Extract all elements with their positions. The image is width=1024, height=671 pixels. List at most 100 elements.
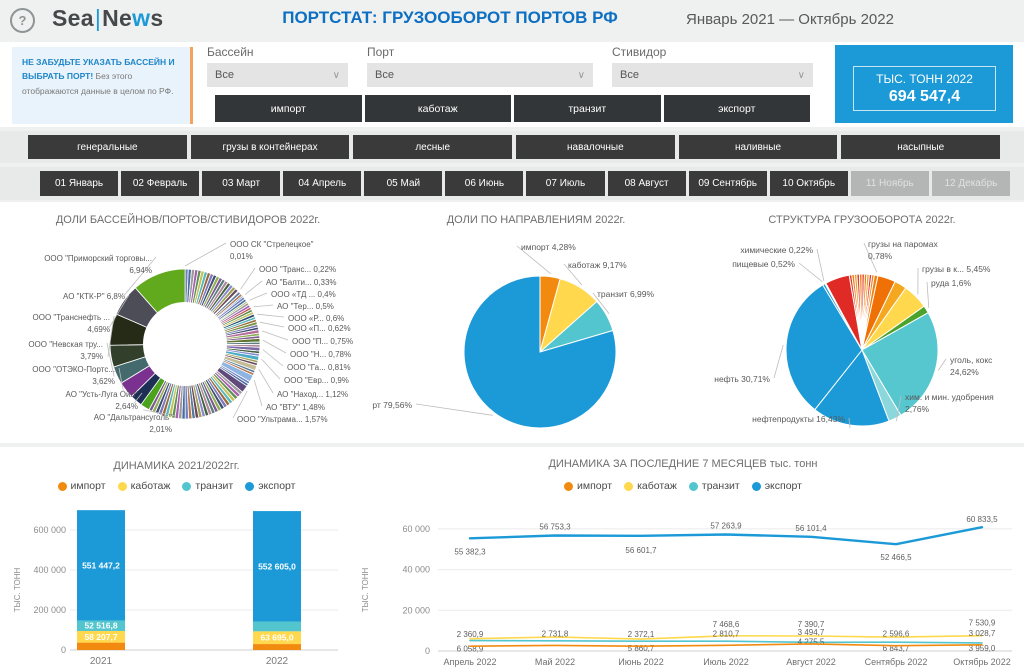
pie-label: АО "ВТУ" 1,48% bbox=[266, 403, 325, 412]
port-dropdown[interactable]: Все ∨ bbox=[367, 63, 593, 87]
direction-button-import[interactable]: импорт bbox=[215, 95, 362, 122]
bar-chart-dynamics[interactable]: ДИНАМИКА 2021/2022гг. импорт каботаж транз… bbox=[8, 447, 345, 671]
line-series-transit[interactable] bbox=[469, 639, 983, 644]
pie-label: ООО «Р... 0,6% bbox=[288, 314, 344, 323]
month-button-09[interactable]: 09 Сентябрь bbox=[688, 171, 767, 196]
line-series-cabotage[interactable] bbox=[469, 634, 983, 640]
line-data-label: 3 959,0 bbox=[969, 644, 996, 653]
bar-segment-transit[interactable] bbox=[253, 621, 301, 632]
notice-text: Без этого отображаются данные в целом по… bbox=[22, 71, 174, 96]
legend-item-cabotage[interactable]: каботаж bbox=[117, 480, 171, 492]
month-button-01[interactable]: 01 Январь bbox=[40, 171, 119, 196]
cargo-button-timber[interactable]: лесные bbox=[353, 135, 513, 159]
bar-segment-transit[interactable] bbox=[77, 620, 125, 631]
legend-item-cabotage[interactable]: каботаж bbox=[624, 480, 677, 492]
y-axis-label: ТЫС. ТОНН bbox=[13, 568, 22, 613]
chevron-down-icon: ∨ bbox=[577, 69, 585, 81]
line-data-label: 56 753,3 bbox=[539, 523, 571, 532]
legend-label: каботаж bbox=[130, 480, 171, 492]
donut-chart-basins[interactable]: ДОЛИ БАССЕЙНОВ/ПОРТОВ/СТИВИДОРОВ 2022г. … bbox=[8, 202, 368, 443]
legend-item-export[interactable]: экспорт bbox=[245, 480, 295, 492]
pie-label: АО "Усть-Луга Ойл" 2,64% bbox=[66, 390, 139, 411]
pie-slice[interactable] bbox=[785, 284, 863, 411]
month-button-10[interactable]: 10 Октябрь bbox=[769, 171, 848, 196]
callout-line bbox=[106, 342, 115, 377]
pie-label: уголь, кокс 24,62% bbox=[950, 355, 993, 377]
filter-section: НЕ ЗАБУДЬТЕ УКАЗАТЬ БАССЕЙН И ВЫБРАТЬ ПО… bbox=[0, 42, 1024, 127]
bar-segment-cabotage[interactable] bbox=[253, 631, 301, 645]
callout-line bbox=[143, 409, 177, 417]
x-category-label: Июнь 2022 bbox=[618, 657, 663, 667]
month-button-08[interactable]: 08 Август bbox=[607, 171, 686, 196]
month-button-12: 12 Декабрь bbox=[931, 171, 1010, 196]
kpi-label: ТЫС. ТОНН 2022 bbox=[876, 71, 973, 86]
month-button-03[interactable]: 03 Март bbox=[202, 171, 281, 196]
page-title: ПОРТСТАТ: ГРУЗООБОРОТ ПОРТОВ РФ bbox=[282, 8, 618, 27]
pie-label: ООО СК "Стрелецкое" 0,01% bbox=[230, 240, 314, 261]
cargo-button-general[interactable]: генеральные bbox=[28, 135, 187, 159]
month-button-02[interactable]: 02 Февраль bbox=[121, 171, 200, 196]
pie-label: ООО "Н... 0,78% bbox=[290, 350, 351, 359]
callout-line bbox=[863, 242, 878, 273]
cargo-button-bulk[interactable]: навалочные bbox=[516, 135, 675, 159]
legend-item-transit[interactable]: транзит bbox=[688, 480, 740, 492]
pie-label: экспорт 79,56% bbox=[372, 400, 412, 410]
bar-data-label: 551 447,2 bbox=[82, 560, 120, 570]
pie-slice[interactable] bbox=[463, 275, 617, 429]
legend-dot bbox=[57, 481, 67, 491]
cargo-button-liquid[interactable]: наливные bbox=[678, 135, 838, 159]
pie-label: грузы на паромах 0,78% bbox=[868, 239, 938, 261]
direction-button-export[interactable]: экспорт bbox=[663, 95, 810, 122]
pie-chart-structure[interactable]: СТРУКТУРА ГРУЗООБОРОТА 2022г. грузы на п… bbox=[700, 202, 1024, 443]
basin-dropdown[interactable]: Все ∨ bbox=[207, 63, 348, 87]
pie-label: хим. и мин. удобрения 2,76% bbox=[905, 392, 994, 414]
legend-dot bbox=[624, 481, 634, 491]
pie-slice[interactable] bbox=[861, 312, 939, 417]
month-button-05[interactable]: 05 Май bbox=[364, 171, 443, 196]
callout-line bbox=[926, 281, 930, 308]
bar-segment-import[interactable] bbox=[253, 644, 301, 650]
line-chart-dynamics[interactable]: ДИНАМИКА ЗА ПОСЛЕДНИЕ 7 МЕСЯЦЕВ тыс. тон… bbox=[350, 447, 1016, 671]
logo-w: w bbox=[132, 5, 151, 31]
period-label: Январь 2021 — Октябрь 2022 bbox=[686, 11, 894, 28]
line-series-export[interactable] bbox=[468, 526, 984, 546]
direction-button-cabotage[interactable]: каботаж bbox=[364, 95, 511, 122]
notice-bold-text: НЕ ЗАБУДЬТЕ УКАЗАТЬ БАССЕЙН И ВЫБРАТЬ ПО… bbox=[22, 57, 175, 82]
bar-segment-export[interactable] bbox=[77, 510, 125, 621]
pie-slice[interactable] bbox=[814, 348, 890, 427]
pie-label: пищевые 0,52% bbox=[732, 259, 795, 269]
pie-slice[interactable] bbox=[858, 273, 863, 351]
pie-chart-directions[interactable]: ДОЛИ ПО НАПРАВЛЕНИЯМ 2022г. импорт 4,28%… bbox=[372, 202, 700, 443]
legend-label: экспорт bbox=[258, 480, 296, 492]
direction-buttons: импорт каботаж транзит экспорт bbox=[215, 95, 810, 122]
callout-line bbox=[121, 256, 157, 299]
month-button-07[interactable]: 07 Июль bbox=[526, 171, 605, 196]
chart-title: ДИНАМИКА 2021/2022гг. bbox=[113, 460, 240, 472]
direction-button-transit[interactable]: транзит bbox=[514, 95, 661, 122]
legend-item-import[interactable]: импорт bbox=[564, 480, 612, 492]
callout-line bbox=[249, 292, 268, 301]
pie-label: руда 1,6% bbox=[931, 278, 971, 288]
basin-filter: Бассейн Все ∨ bbox=[207, 45, 348, 87]
chart-title: ДОЛИ ПО НАПРАВЛЕНИЯМ 2022г. bbox=[446, 214, 626, 226]
callout-line bbox=[133, 392, 143, 404]
callout-line bbox=[415, 403, 493, 416]
legend-item-transit[interactable]: транзит bbox=[182, 480, 233, 492]
bottom-charts-section: ДИНАМИКА 2021/2022гг. импорт каботаж транз… bbox=[0, 447, 1024, 671]
month-button-04[interactable]: 04 Апрель bbox=[283, 171, 362, 196]
line-data-label: 6 843,7 bbox=[883, 644, 910, 653]
stevedore-dropdown[interactable]: Все ∨ bbox=[612, 63, 813, 87]
month-button-06[interactable]: 06 Июнь bbox=[445, 171, 524, 196]
pie-label: ООО "Приморский торговы... 6,94% bbox=[44, 254, 152, 275]
legend-label: каботаж bbox=[637, 480, 677, 492]
bar-segment-cabotage[interactable] bbox=[77, 630, 125, 643]
x-category-label: Май 2022 bbox=[535, 657, 575, 667]
legend-item-import[interactable]: импорт bbox=[57, 480, 106, 492]
cargo-button-dry[interactable]: насыпные bbox=[841, 135, 1001, 159]
legend-item-export[interactable]: экспорт bbox=[751, 480, 802, 492]
cargo-button-containers[interactable]: грузы в контейнерах bbox=[190, 135, 350, 159]
bar-segment-import[interactable] bbox=[77, 642, 125, 650]
line-series-import[interactable] bbox=[469, 643, 983, 647]
help-icon[interactable]: ? bbox=[10, 8, 35, 33]
bar-segment-export[interactable] bbox=[253, 511, 301, 622]
